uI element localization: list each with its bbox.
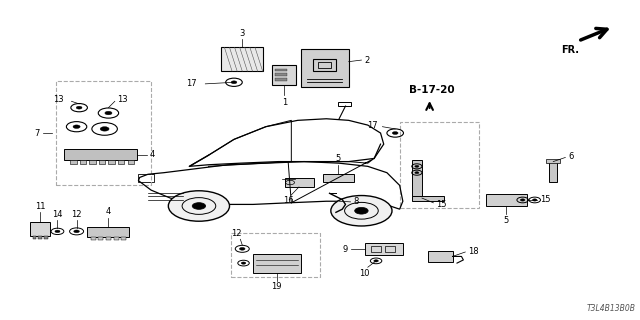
Circle shape: [105, 111, 112, 115]
Circle shape: [100, 127, 109, 131]
Bar: [118, 160, 124, 164]
Bar: [80, 160, 86, 164]
Bar: [88, 227, 129, 237]
Circle shape: [239, 247, 245, 250]
Text: 13: 13: [53, 95, 64, 104]
Text: 3: 3: [239, 29, 244, 38]
Circle shape: [168, 191, 230, 221]
Text: 5: 5: [336, 154, 341, 163]
Bar: [30, 222, 51, 236]
Text: 12: 12: [230, 229, 241, 238]
Circle shape: [355, 207, 368, 214]
Text: FR.: FR.: [561, 45, 579, 55]
Text: 9: 9: [342, 244, 348, 254]
Text: 17: 17: [367, 121, 378, 130]
Text: 5: 5: [504, 215, 509, 225]
Text: 1: 1: [282, 98, 287, 107]
Bar: [121, 237, 126, 240]
Circle shape: [74, 230, 79, 233]
Text: 15: 15: [436, 200, 447, 209]
Bar: [365, 243, 403, 255]
Bar: [70, 160, 77, 164]
Text: 13: 13: [117, 95, 128, 104]
Bar: [91, 237, 96, 240]
Bar: [106, 237, 111, 240]
Circle shape: [415, 172, 419, 174]
Text: 4: 4: [150, 150, 155, 159]
Text: 14: 14: [52, 210, 63, 219]
Bar: [221, 47, 262, 71]
Text: 10: 10: [359, 269, 370, 278]
Bar: [38, 236, 42, 239]
Bar: [99, 160, 105, 164]
Bar: [546, 159, 560, 163]
Bar: [318, 62, 331, 68]
Text: 4: 4: [105, 207, 111, 216]
Bar: [323, 174, 354, 182]
Bar: [338, 102, 351, 106]
Bar: [33, 236, 36, 239]
Text: 7: 7: [35, 129, 40, 138]
Text: 2: 2: [365, 56, 370, 65]
Bar: [385, 246, 394, 252]
Bar: [285, 178, 314, 187]
Text: 17: 17: [186, 79, 197, 88]
Text: 12: 12: [71, 210, 82, 219]
Bar: [428, 252, 452, 261]
Bar: [275, 78, 287, 81]
Circle shape: [55, 230, 60, 233]
Bar: [486, 194, 527, 206]
Bar: [549, 162, 557, 182]
Circle shape: [415, 165, 419, 167]
Bar: [275, 69, 287, 71]
Circle shape: [520, 199, 525, 201]
Text: 19: 19: [271, 282, 282, 291]
Circle shape: [374, 260, 378, 262]
Bar: [399, 122, 479, 208]
Circle shape: [241, 262, 246, 264]
Bar: [272, 65, 296, 85]
Text: 16: 16: [283, 196, 294, 205]
Text: 15: 15: [540, 196, 550, 204]
Circle shape: [76, 106, 82, 109]
Bar: [90, 160, 96, 164]
Circle shape: [532, 199, 537, 201]
Circle shape: [192, 203, 205, 209]
Circle shape: [392, 132, 398, 134]
Bar: [99, 237, 103, 240]
Circle shape: [73, 125, 80, 128]
Circle shape: [231, 81, 237, 84]
Bar: [64, 149, 137, 160]
Circle shape: [331, 196, 392, 226]
Bar: [56, 81, 151, 185]
Bar: [412, 196, 444, 201]
Bar: [313, 59, 336, 70]
Text: T3L4B13B0B: T3L4B13B0B: [586, 304, 636, 313]
Bar: [412, 160, 422, 198]
Bar: [275, 73, 287, 76]
Bar: [113, 237, 118, 240]
Bar: [253, 253, 301, 273]
Bar: [231, 233, 320, 277]
Bar: [108, 160, 115, 164]
Text: 8: 8: [354, 197, 359, 206]
Bar: [44, 236, 48, 239]
Bar: [301, 49, 349, 87]
Text: B-17-20: B-17-20: [409, 85, 455, 95]
Text: 11: 11: [35, 202, 45, 211]
Text: 6: 6: [568, 152, 574, 161]
Text: 18: 18: [468, 247, 479, 256]
Bar: [371, 246, 381, 252]
Bar: [138, 174, 154, 182]
Bar: [127, 160, 134, 164]
